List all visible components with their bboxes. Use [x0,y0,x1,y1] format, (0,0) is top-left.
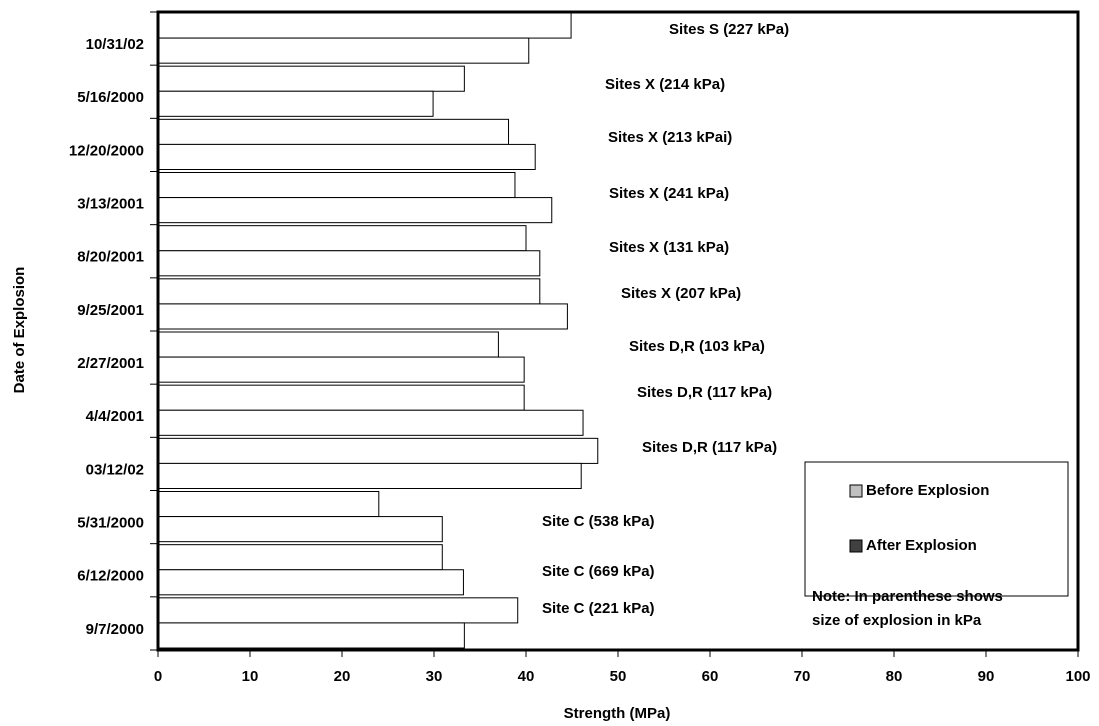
annotation: Sites D,R (117 kPa) [642,439,777,456]
bar [157,409,584,436]
annotation: Sites X (241 kPa) [609,185,729,202]
y-tick-label: 9/25/2001 [77,302,144,319]
bar [157,437,599,464]
annotation: Site C (221 kPa) [542,600,655,617]
plot-frame [156,10,1080,652]
y-tick-label: 8/20/2001 [77,249,144,266]
bar [157,622,465,649]
x-tick-label: 100 [1065,668,1090,685]
legend-label: After Explosion [866,537,977,554]
bar [157,197,553,224]
annotation: Site C (669 kPa) [542,563,655,580]
bar [157,491,380,518]
note: Note: In parenthese shows [812,588,1003,605]
bar [157,356,525,383]
x-tick-label: 90 [978,668,995,685]
bar [157,143,536,171]
bar [157,597,519,624]
y-tick-label: 9/7/2000 [86,621,144,638]
x-tick-label: 0 [154,668,162,685]
x-tick-label: 70 [794,668,811,685]
bar [157,172,516,199]
legend-label: Before Explosion [866,482,989,499]
bar [157,225,527,252]
bar [157,331,499,358]
note: size of explosion in kPa [812,612,982,629]
bar [157,278,541,305]
annotation: Sites D,R (103 kPa) [629,338,765,355]
annotation: Sites S (227 kPa) [669,21,789,38]
y-tick-label: 2/27/2001 [77,355,144,372]
bar [157,12,572,39]
bar [157,303,568,330]
bar [157,90,434,117]
bar [157,250,541,277]
x-tick-label: 50 [610,668,627,685]
y-tick-label: 03/12/02 [86,461,144,478]
x-axis-title: Strength (MPa) [564,705,671,722]
annotation: Sites X (207 kPa) [621,285,741,302]
x-tick-label: 30 [426,668,443,685]
y-tick-label: 3/13/2001 [77,195,144,212]
legend-swatch [849,484,863,498]
y-tick-label: 4/4/2001 [86,408,144,425]
y-tick-label: 5/31/2000 [77,514,144,531]
bar [157,37,530,64]
bar [157,544,443,571]
legend-box [804,461,1069,597]
y-tick-label: 6/12/2000 [77,568,144,585]
x-tick-label: 80 [886,668,903,685]
bar [157,118,510,145]
x-tick-label: 60 [702,668,719,685]
x-tick-label: 10 [242,668,259,685]
y-tick-label: 5/16/2000 [77,89,144,106]
y-axis-title: Date of Explosion [11,267,28,394]
x-tick-label: 20 [334,668,351,685]
y-tick-label: 12/20/2000 [69,142,144,159]
x-tick-label: 40 [518,668,535,685]
bar [157,569,464,596]
y-tick-label: 10/31/02 [86,36,144,53]
legend-swatch [849,539,863,553]
annotation: Sites X (214 kPa) [605,76,725,93]
bar [157,65,465,92]
bar [157,516,443,543]
annotation: Sites X (131 kPa) [609,239,729,256]
annotation: Site C (538 kPa) [542,513,655,530]
annotation: Sites D,R (117 kPa) [637,384,772,401]
annotation: Sites X (213 kPai) [608,129,732,146]
bar [157,384,525,411]
bar [157,462,582,489]
